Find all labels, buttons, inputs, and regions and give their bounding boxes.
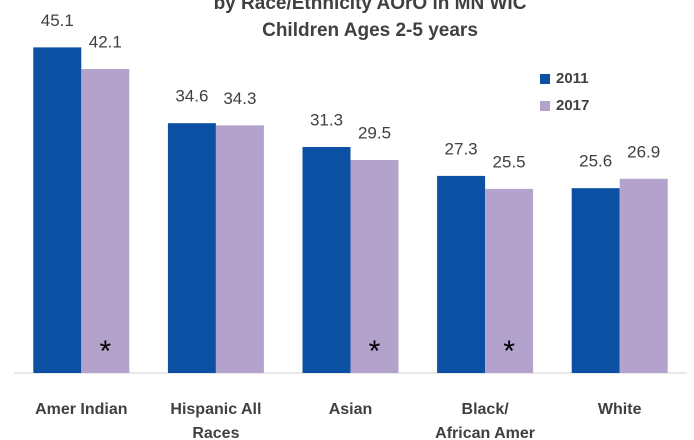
bar xyxy=(485,188,534,373)
legend-label: 2017 xyxy=(556,97,589,114)
x-tick-label: Hispanic All xyxy=(170,401,261,418)
significance-marker: * xyxy=(369,335,381,368)
bar xyxy=(33,47,82,374)
bar xyxy=(571,188,620,373)
value-label: 31.3 xyxy=(310,110,343,129)
x-tick-label: Black/ xyxy=(462,401,510,418)
x-tick-label: Asian xyxy=(329,401,373,418)
value-label: 29.5 xyxy=(358,123,391,142)
value-label: 25.5 xyxy=(493,152,526,171)
value-label: 34.3 xyxy=(223,89,256,108)
significance-marker: * xyxy=(99,335,111,368)
value-label: 26.9 xyxy=(627,142,660,161)
bar xyxy=(215,125,264,373)
x-tick-label: Races xyxy=(192,425,239,440)
legend-swatch xyxy=(540,101,550,111)
bar xyxy=(167,123,216,373)
x-tick-label: African Amer xyxy=(435,425,535,440)
bar xyxy=(437,175,486,373)
x-tick-label: Amer Indian xyxy=(35,401,127,418)
legend-swatch xyxy=(540,74,550,84)
value-label: 25.6 xyxy=(579,152,612,171)
significance-marker: * xyxy=(503,335,515,368)
value-label: 27.3 xyxy=(445,139,478,158)
value-label: 45.1 xyxy=(41,11,74,30)
bar xyxy=(302,147,351,373)
chart-subtitle: Children Ages 2-5 years xyxy=(262,20,478,41)
x-tick-label: White xyxy=(598,401,642,418)
bar xyxy=(350,160,399,373)
value-label: 34.6 xyxy=(175,87,208,106)
chart-title: by Race/Ethnicity AOrO in MN WIC xyxy=(214,0,527,14)
bar xyxy=(81,69,130,374)
bar xyxy=(619,178,668,373)
legend-label: 2011 xyxy=(556,70,589,87)
value-label: 42.1 xyxy=(89,33,122,52)
